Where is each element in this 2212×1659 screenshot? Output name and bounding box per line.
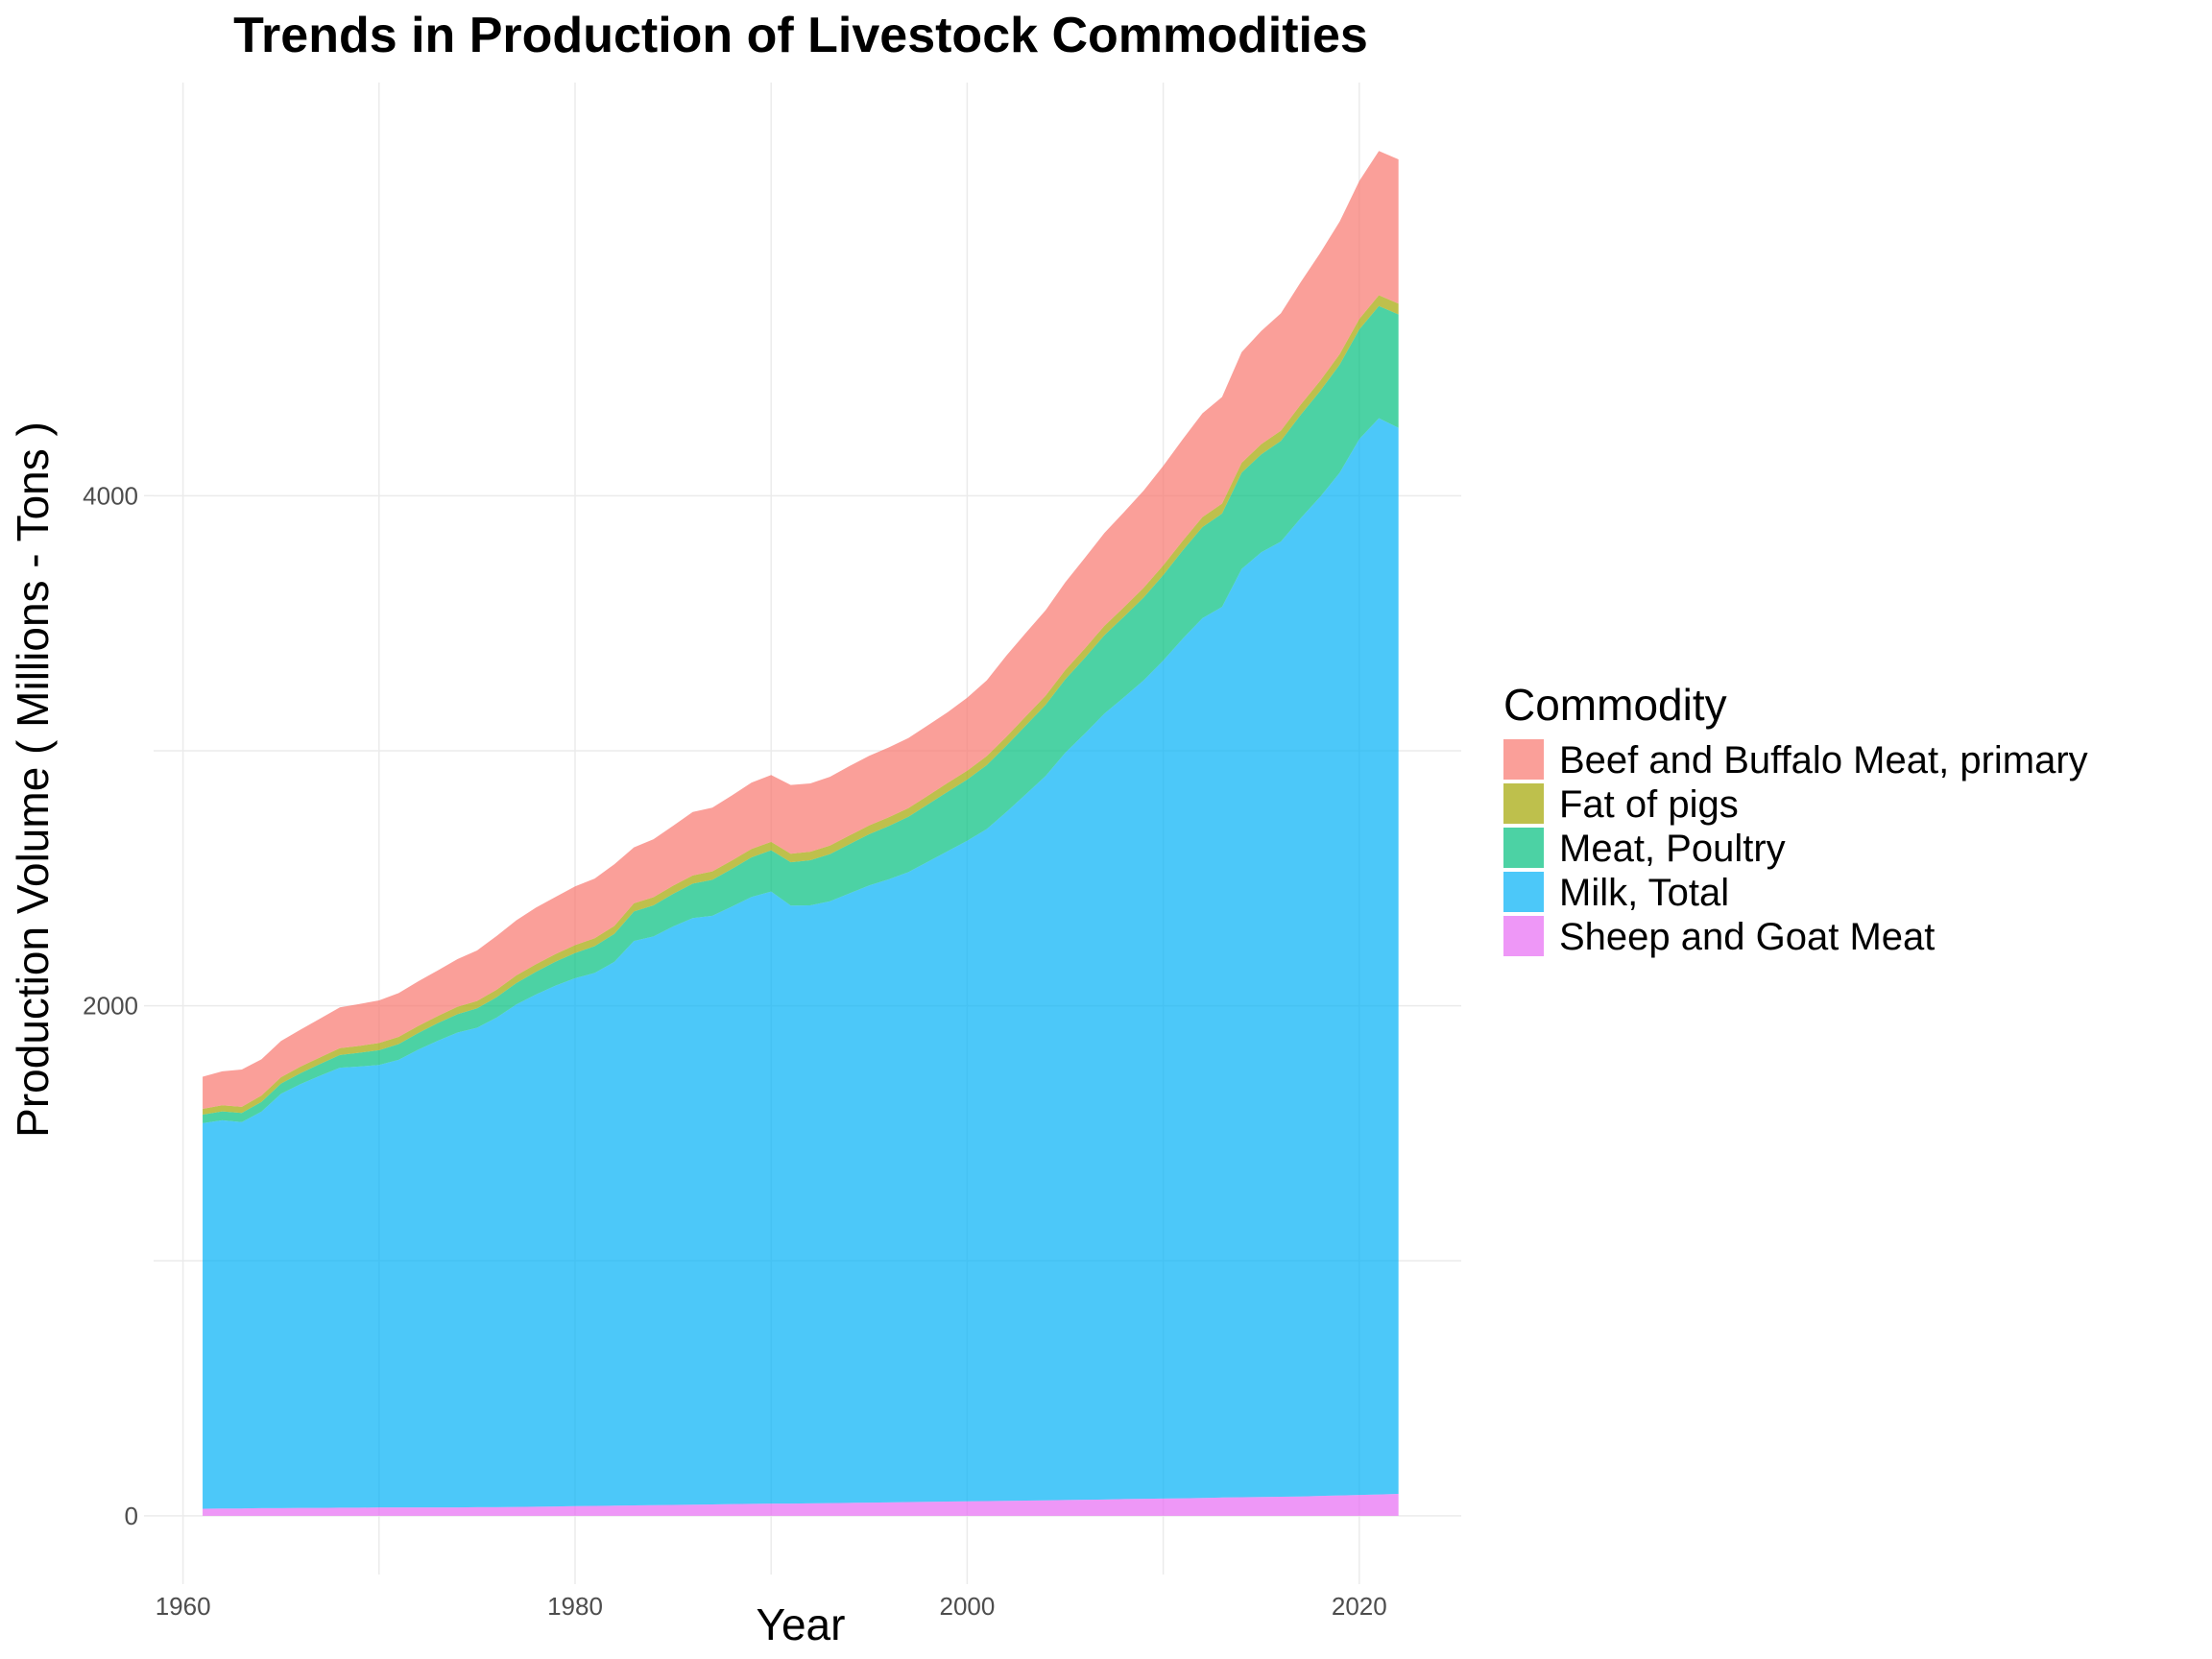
legend-label-beef-and-buffalo-meat-primary: Beef and Buffalo Meat, primary: [1559, 739, 2088, 781]
legend: Commodity Beef and Buffalo Meat, primary…: [1503, 680, 2088, 958]
y-tick-label: 4000: [83, 481, 138, 510]
legend-title: Commodity: [1503, 680, 1727, 730]
x-tick-label: 2020: [1332, 1592, 1387, 1621]
stacked-areas: [203, 151, 1399, 1516]
x-axis-title: Year: [757, 1599, 846, 1649]
legend-label-fat-of-pigs: Fat of pigs: [1559, 783, 1739, 826]
legend-label-milk-total: Milk, Total: [1559, 872, 1729, 914]
legend-key-fat-of-pigs: [1503, 783, 1544, 824]
x-tick-label: 2000: [939, 1592, 995, 1621]
legend-key-sheep-and-goat-meat: [1503, 916, 1544, 956]
area-sheep-and-goat-meat: [203, 1494, 1399, 1516]
legend-label-meat-poultry: Meat, Poultry: [1559, 828, 1786, 870]
legend-key-meat-poultry: [1503, 828, 1544, 868]
x-tick-label: 1980: [547, 1592, 603, 1621]
legend-key-milk-total: [1503, 872, 1544, 912]
y-axis-ticks: 0 2000 4000: [83, 481, 154, 1530]
y-axis-title: Production Volume ( Millions - Tons ): [8, 421, 58, 1138]
y-tick-label: 2000: [83, 992, 138, 1021]
area-milk-total: [203, 418, 1399, 1509]
y-tick-label: 0: [125, 1502, 138, 1530]
legend-key-beef-and-buffalo-meat-primary: [1503, 739, 1544, 780]
x-axis-ticks: 1960 1980 2000 2020: [156, 1575, 1387, 1621]
x-tick-label: 1960: [156, 1592, 211, 1621]
chart-title: Trends in Production of Livestock Commod…: [233, 8, 1368, 63]
legend-label-sheep-and-goat-meat: Sheep and Goat Meat: [1559, 916, 1935, 958]
